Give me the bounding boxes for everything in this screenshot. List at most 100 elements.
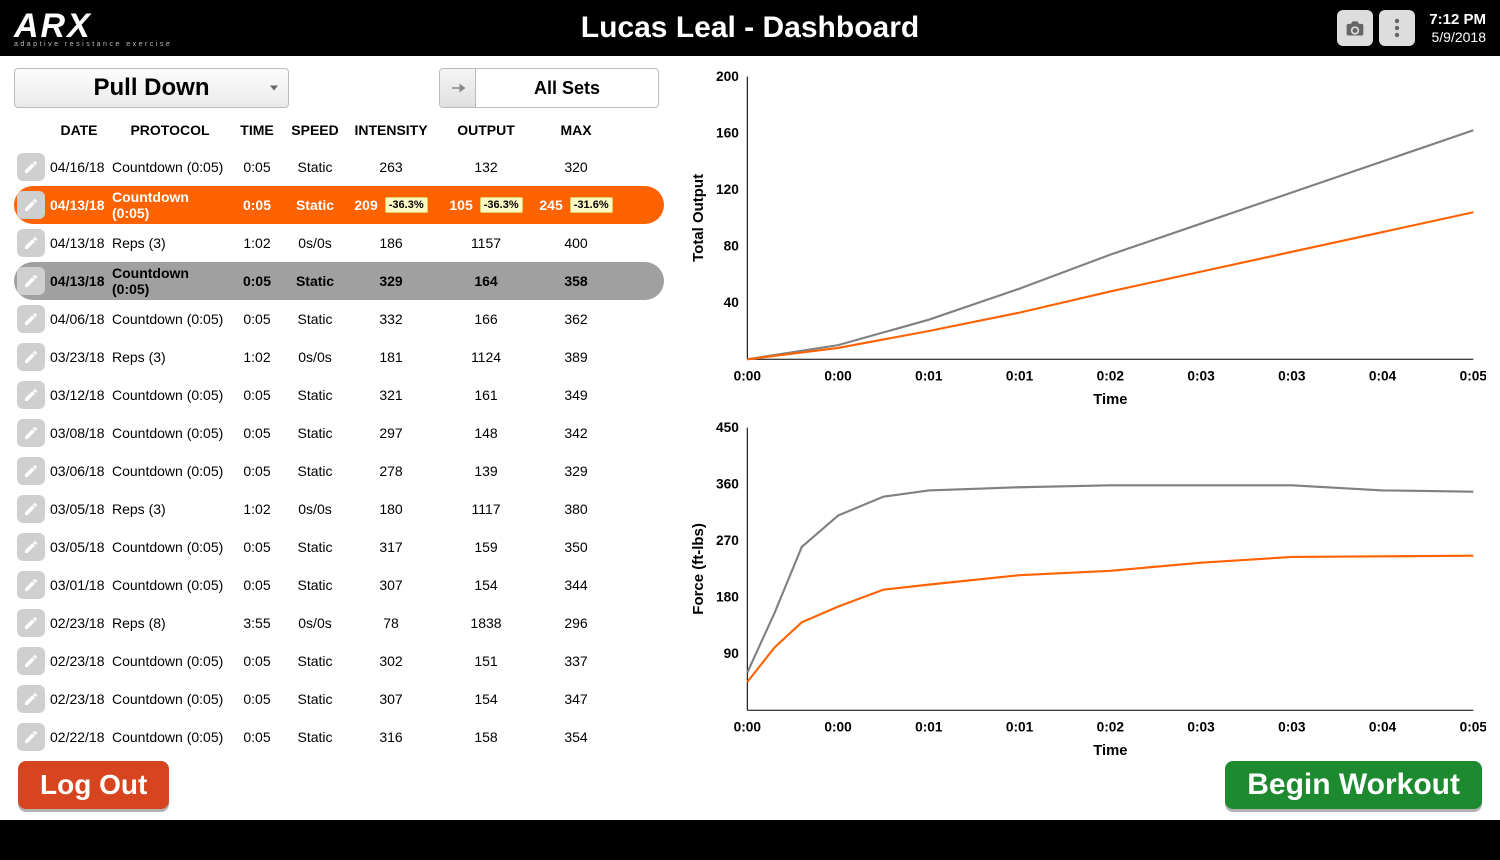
- table-row[interactable]: 03/01/18Countdown (0:05)0:05Static307154…: [14, 566, 664, 604]
- table-row[interactable]: 02/23/18Countdown (0:05)0:05Static302151…: [14, 642, 664, 680]
- cell-date: 04/13/18: [48, 235, 110, 251]
- table-row[interactable]: 02/23/18Reps (8)3:550s/0s781838296: [14, 604, 664, 642]
- table-row[interactable]: 04/16/18Countdown (0:05)0:05Static263132…: [14, 148, 664, 186]
- edit-row-button[interactable]: [17, 495, 45, 523]
- svg-text:180: 180: [716, 588, 739, 604]
- table-row[interactable]: 03/12/18Countdown (0:05)0:05Static321161…: [14, 376, 664, 414]
- cell-speed: Static: [284, 387, 346, 403]
- cell-intensity: 317: [346, 539, 436, 555]
- cell-intensity: 209-36.3%: [346, 197, 436, 213]
- edit-row-button[interactable]: [17, 191, 45, 219]
- edit-row-button[interactable]: [17, 267, 45, 295]
- table-row[interactable]: 04/13/18Reps (3)1:020s/0s1861157400: [14, 224, 664, 262]
- edit-row-button[interactable]: [17, 419, 45, 447]
- cell-protocol: Countdown (0:05): [110, 265, 230, 297]
- table-row[interactable]: 02/22/18Countdown (0:05)0:05Static316158…: [14, 718, 664, 756]
- cell-date: 03/08/18: [48, 425, 110, 441]
- cell-output: 105-36.3%: [436, 197, 536, 213]
- svg-text:Time: Time: [1093, 743, 1127, 759]
- cell-time: 0:05: [230, 159, 284, 175]
- table-row[interactable]: 03/05/18Countdown (0:05)0:05Static317159…: [14, 528, 664, 566]
- col-time: TIME: [230, 122, 284, 138]
- cell-date: 03/05/18: [48, 539, 110, 555]
- cell-intensity: 307: [346, 691, 436, 707]
- edit-row-button[interactable]: [17, 533, 45, 561]
- menu-button[interactable]: [1379, 10, 1415, 46]
- svg-text:160: 160: [716, 124, 739, 140]
- svg-text:120: 120: [716, 181, 739, 197]
- table-row[interactable]: 03/08/18Countdown (0:05)0:05Static297148…: [14, 414, 664, 452]
- table-row[interactable]: 04/06/18Countdown (0:05)0:05Static332166…: [14, 300, 664, 338]
- svg-text:0:05: 0:05: [1460, 718, 1486, 734]
- cell-output: 132: [436, 159, 536, 175]
- cell-protocol: Countdown (0:05): [110, 729, 230, 745]
- set-filter-arrow[interactable]: [440, 69, 476, 107]
- cell-intensity: 321: [346, 387, 436, 403]
- cell-time: 3:55: [230, 615, 284, 631]
- cell-speed: 0s/0s: [284, 349, 346, 365]
- cell-speed: Static: [284, 729, 346, 745]
- begin-workout-button[interactable]: Begin Workout: [1225, 761, 1482, 809]
- header-date: 5/9/2018: [1429, 29, 1486, 46]
- exercise-dropdown-label: Pull Down: [94, 74, 210, 102]
- edit-row-button[interactable]: [17, 723, 45, 751]
- col-speed: SPEED: [284, 122, 346, 138]
- cell-max: 358: [536, 273, 616, 289]
- cell-max: 344: [536, 577, 616, 593]
- cell-output: 1124: [436, 349, 536, 365]
- cell-protocol: Countdown (0:05): [110, 653, 230, 669]
- cell-time: 0:05: [230, 539, 284, 555]
- table-row[interactable]: 03/06/18Countdown (0:05)0:05Static278139…: [14, 452, 664, 490]
- table-body[interactable]: 04/16/18Countdown (0:05)0:05Static263132…: [14, 148, 664, 760]
- camera-button[interactable]: [1337, 10, 1373, 46]
- cell-time: 1:02: [230, 349, 284, 365]
- cell-date: 03/05/18: [48, 501, 110, 517]
- camera-icon: [1345, 19, 1365, 37]
- cell-speed: Static: [284, 273, 346, 289]
- cell-protocol: Countdown (0:05): [110, 577, 230, 593]
- svg-text:90: 90: [724, 645, 740, 661]
- edit-row-button[interactable]: [17, 153, 45, 181]
- cell-protocol: Countdown (0:05): [110, 691, 230, 707]
- cell-protocol: Countdown (0:05): [110, 159, 230, 175]
- table-row[interactable]: 04/13/18Countdown (0:05)0:05Static329164…: [14, 262, 664, 300]
- edit-row-button[interactable]: [17, 305, 45, 333]
- svg-text:40: 40: [724, 294, 740, 310]
- edit-row-button[interactable]: [17, 571, 45, 599]
- logout-button[interactable]: Log Out: [18, 761, 169, 809]
- edit-row-button[interactable]: [17, 343, 45, 371]
- edit-row-button[interactable]: [17, 381, 45, 409]
- cell-time: 0:05: [230, 387, 284, 403]
- svg-text:0:01: 0:01: [1006, 718, 1034, 734]
- cell-max: 245-31.6%: [536, 197, 616, 213]
- cell-time: 1:02: [230, 235, 284, 251]
- svg-text:0:01: 0:01: [915, 368, 943, 384]
- cell-protocol: Countdown (0:05): [110, 189, 230, 221]
- svg-text:450: 450: [716, 419, 739, 435]
- cell-max: 329: [536, 463, 616, 479]
- table-row[interactable]: 02/23/18Countdown (0:05)0:05Static307154…: [14, 680, 664, 718]
- table-row[interactable]: 04/13/18Countdown (0:05)0:05Static209-36…: [14, 186, 664, 224]
- edit-row-button[interactable]: [17, 647, 45, 675]
- logo: ARX adaptive resistance exercise: [14, 9, 172, 48]
- table-row[interactable]: 03/05/18Reps (3)1:020s/0s1801117380: [14, 490, 664, 528]
- chart-force: 90180270360450Force (ft-lbs)0:000:000:01…: [684, 419, 1486, 760]
- edit-row-button[interactable]: [17, 457, 45, 485]
- edit-row-button[interactable]: [17, 229, 45, 257]
- cell-speed: 0s/0s: [284, 235, 346, 251]
- cell-speed: 0s/0s: [284, 501, 346, 517]
- cell-time: 0:05: [230, 273, 284, 289]
- edit-row-button[interactable]: [17, 685, 45, 713]
- table-row[interactable]: 03/23/18Reps (3)1:020s/0s1811124389: [14, 338, 664, 376]
- cell-max: 350: [536, 539, 616, 555]
- cell-output: 154: [436, 577, 536, 593]
- edit-row-button[interactable]: [17, 609, 45, 637]
- set-filter-control[interactable]: All Sets: [439, 68, 659, 108]
- cell-date: 04/13/18: [48, 197, 110, 213]
- cell-date: 03/23/18: [48, 349, 110, 365]
- cell-intensity: 180: [346, 501, 436, 517]
- table-header: DATE PROTOCOL TIME SPEED INTENSITY OUTPU…: [14, 116, 664, 148]
- cell-protocol: Reps (3): [110, 501, 230, 517]
- cell-max: 362: [536, 311, 616, 327]
- exercise-dropdown[interactable]: Pull Down: [14, 68, 289, 108]
